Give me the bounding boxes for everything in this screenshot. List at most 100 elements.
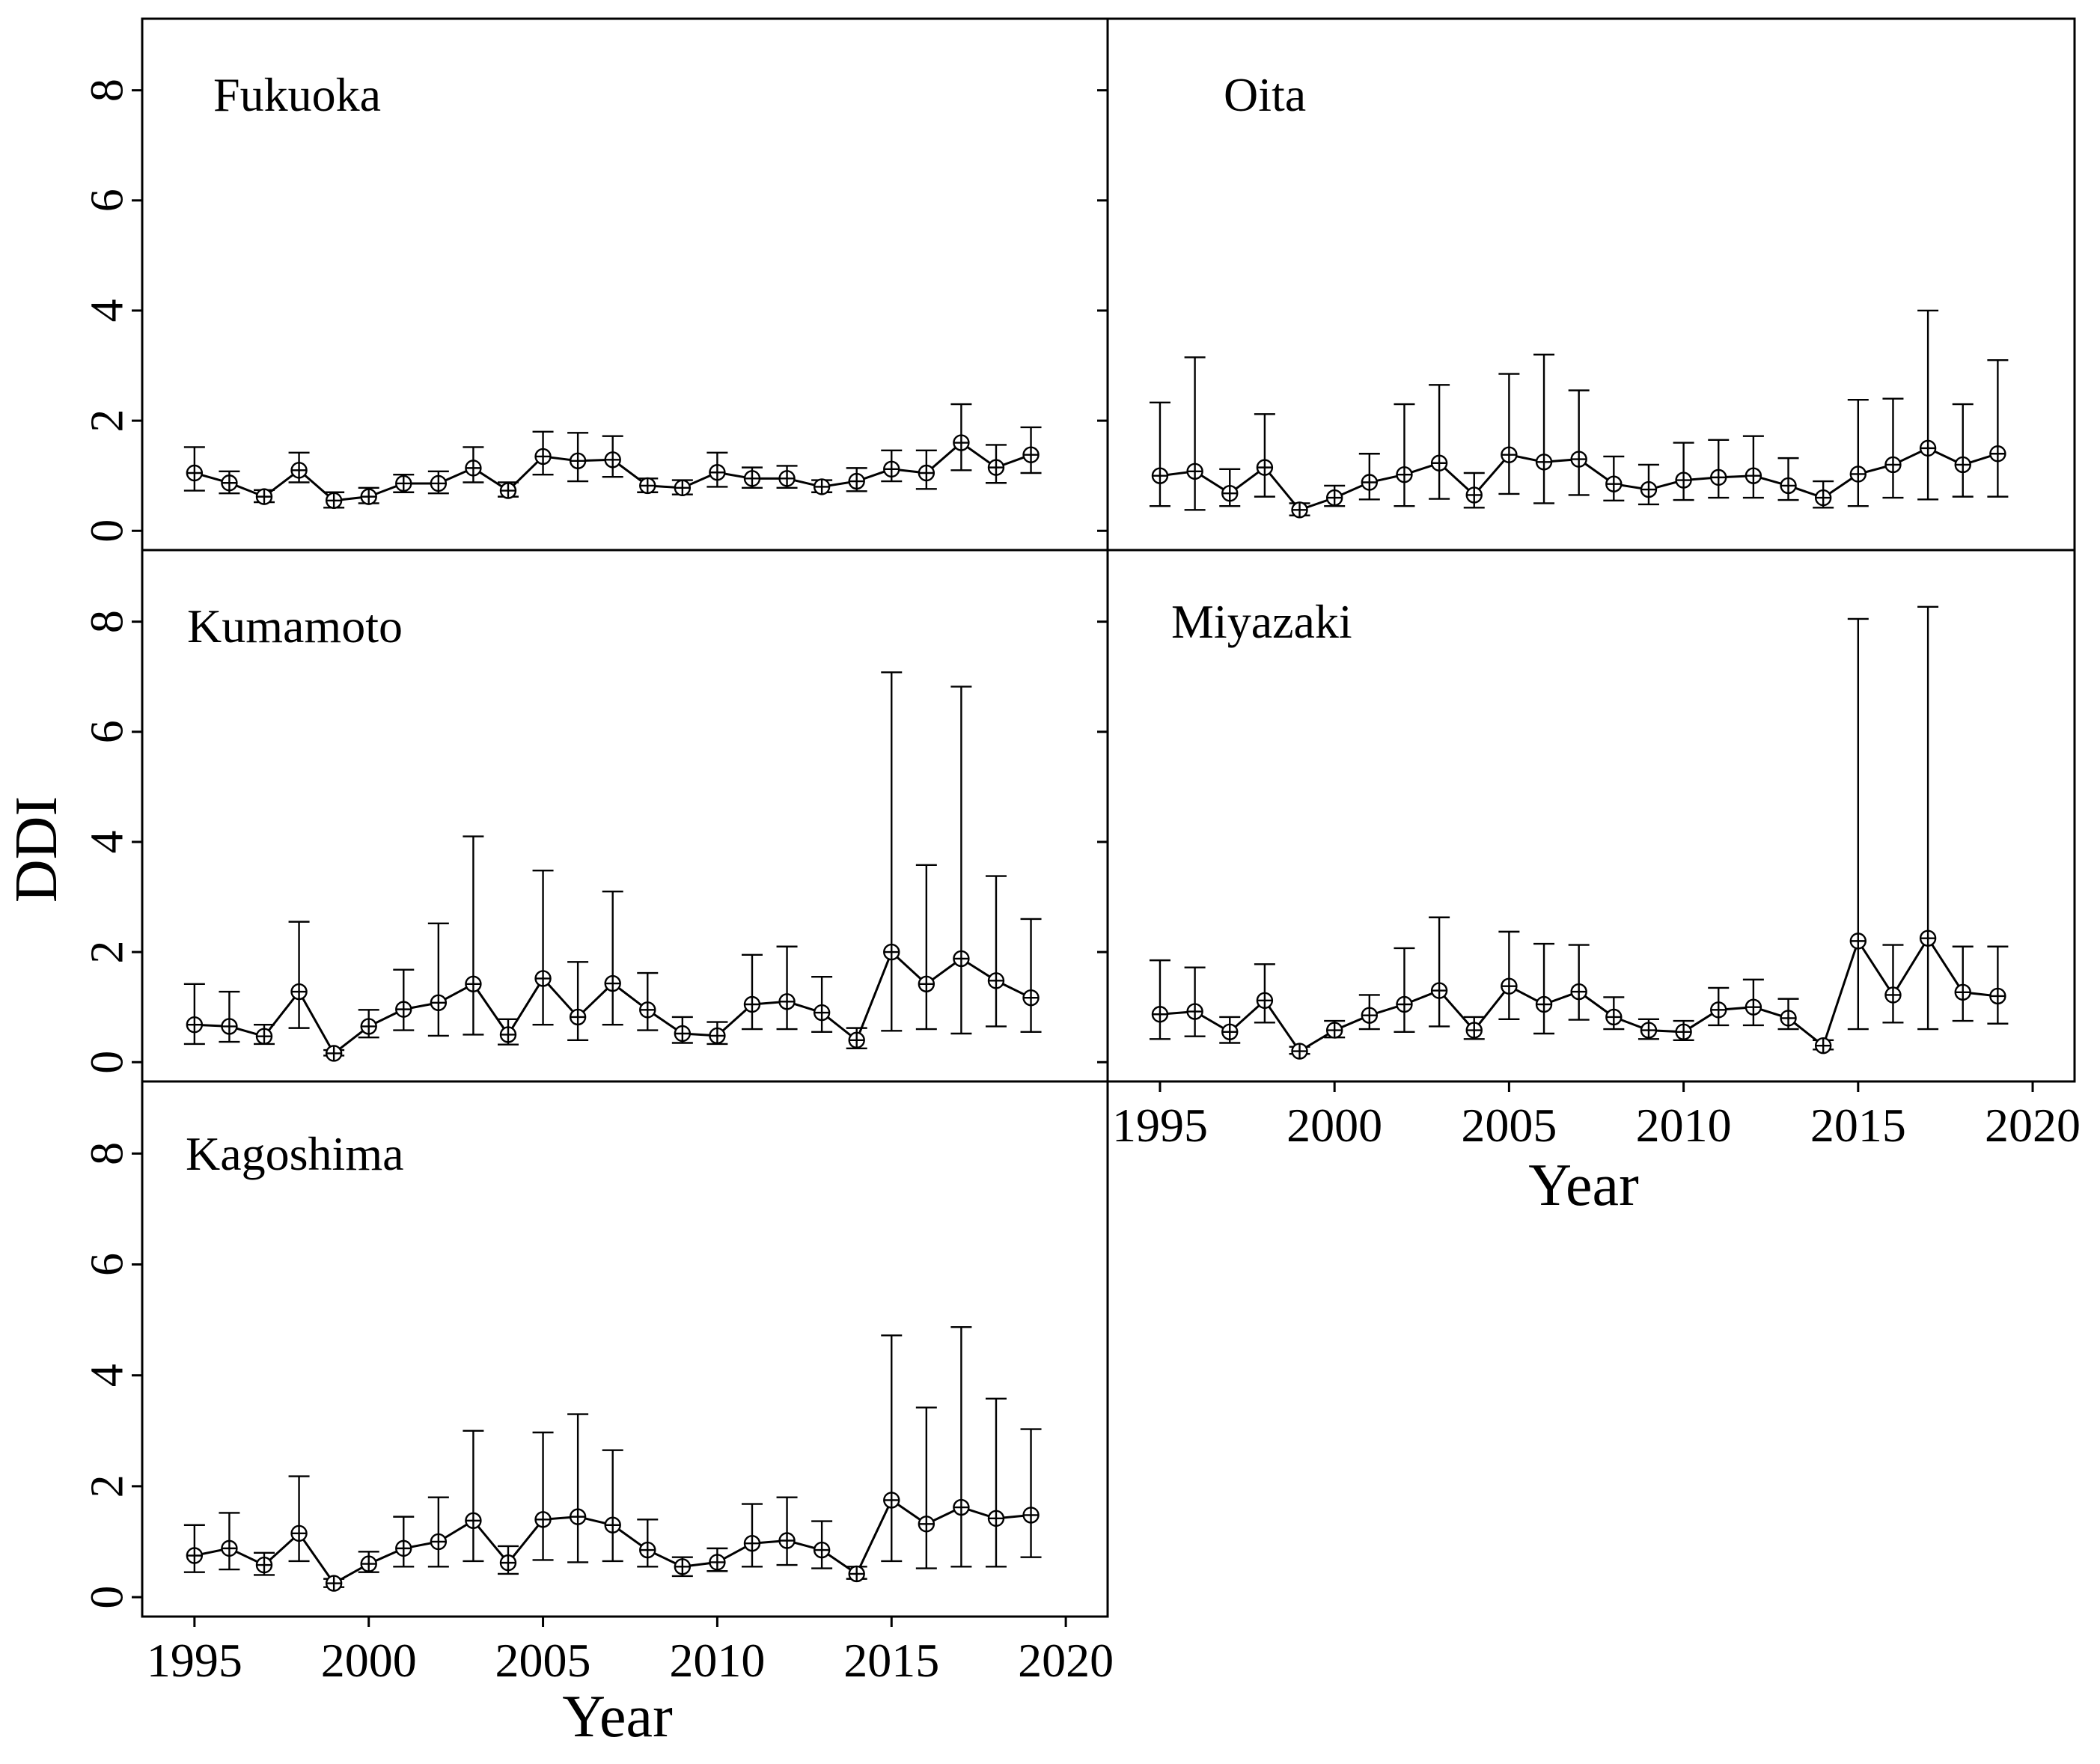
- panel-kumamoto: 0 2 4 6 8 Kumamoto: [82, 549, 1109, 1083]
- error-bar: [1394, 403, 1415, 507]
- panel-title: Kagoshima: [186, 1127, 404, 1180]
- data-point: [1430, 982, 1448, 999]
- error-bar: [1708, 439, 1730, 499]
- data-point: [360, 1018, 377, 1035]
- data-point: [1186, 463, 1203, 480]
- data-point: [1535, 454, 1553, 471]
- error-bar: [602, 1449, 623, 1563]
- y-tick-label: 8: [82, 610, 133, 633]
- error-bar: [950, 1326, 972, 1568]
- data-point: [395, 1001, 412, 1018]
- data-point: [1256, 459, 1274, 476]
- data-point: [1989, 987, 2006, 1005]
- data-point: [395, 474, 412, 492]
- data-point: [639, 1001, 656, 1019]
- data-point: [499, 1026, 517, 1043]
- data-point: [360, 488, 377, 505]
- data-point: [883, 460, 900, 478]
- panel-title: Fukuoka: [213, 68, 381, 121]
- panel-frame: [1106, 549, 2076, 1083]
- error-bar: [1184, 356, 1206, 511]
- error-bar: [1394, 947, 1415, 1033]
- panel-title: Oita: [1224, 68, 1306, 121]
- data-point: [1675, 1023, 1692, 1040]
- data-point: [255, 1556, 273, 1574]
- data-point: [1221, 485, 1239, 502]
- data-point: [1675, 471, 1692, 489]
- y-tick-label: 4: [82, 830, 133, 853]
- error-bar: [1498, 373, 1520, 495]
- panel-fukuoka: 0 2 4 6 8 Fukuoka: [82, 17, 1109, 552]
- data-point: [674, 1558, 692, 1575]
- error-bar: [1498, 930, 1520, 1021]
- error-bar: [1987, 358, 2009, 498]
- data-point: [1745, 467, 1762, 484]
- data-point: [325, 492, 343, 509]
- data-point: [1570, 983, 1587, 1001]
- data-point: [604, 1516, 621, 1533]
- y-tick-label: 6: [82, 720, 133, 743]
- data-point: [709, 1554, 726, 1571]
- error-bar: [1149, 959, 1170, 1040]
- data-point: [987, 1510, 1005, 1528]
- data-point: [186, 1016, 204, 1034]
- panel-frame: [141, 1080, 1109, 1618]
- y-tick-label: 8: [82, 1142, 133, 1165]
- panel-title: Kumamoto: [187, 599, 403, 653]
- y-tick-label: 4: [82, 1364, 133, 1387]
- x-tick-label: 2015: [1810, 1099, 1906, 1152]
- data-point: [1605, 475, 1623, 492]
- error-bar: [1952, 945, 1974, 1022]
- data-point: [848, 1565, 865, 1583]
- error-bar: [1254, 413, 1275, 498]
- data-point: [1814, 1037, 1832, 1055]
- data-point: [674, 479, 692, 497]
- data-point: [1919, 930, 1937, 947]
- x-tick-label: 2015: [843, 1634, 939, 1687]
- data-point: [221, 1539, 238, 1557]
- error-bar: [1673, 442, 1694, 501]
- panel-miyazaki: 1995 2000 2005 2010 2015 2020 Year Miyazaki: [1097, 549, 2081, 1218]
- data-point: [430, 1533, 448, 1551]
- data-point: [186, 1547, 204, 1564]
- data-point: [918, 464, 935, 482]
- data-point: [1022, 1507, 1040, 1524]
- data-point: [499, 1554, 517, 1572]
- data-point: [1989, 445, 2006, 463]
- panel-oita: Oita: [1097, 17, 2076, 552]
- error-bar: [985, 875, 1007, 1028]
- error-bar: [463, 835, 484, 1036]
- error-bar: [741, 953, 763, 1031]
- data-point: [1640, 1022, 1658, 1039]
- error-bar: [532, 870, 554, 1026]
- x-tick-label: 2005: [1461, 1099, 1557, 1152]
- data-point: [221, 1018, 238, 1035]
- data-point: [953, 1498, 970, 1516]
- y-tick-label: 4: [82, 299, 133, 322]
- data-point: [639, 477, 656, 495]
- data-point: [1954, 983, 1971, 1001]
- data-point: [918, 975, 935, 992]
- data-point: [1221, 1023, 1239, 1040]
- data-point: [1710, 469, 1727, 486]
- error-bar: [1533, 942, 1555, 1035]
- error-bar: [567, 1413, 589, 1563]
- data-point: [325, 1575, 343, 1592]
- data-point: [221, 474, 238, 492]
- y-tick-label: 6: [82, 189, 133, 212]
- data-point: [534, 448, 552, 466]
- data-point: [743, 1534, 761, 1552]
- data-point: [813, 1004, 831, 1022]
- data-point: [465, 1512, 482, 1530]
- x-tick-label: 2020: [1018, 1634, 1114, 1687]
- data-point: [674, 1025, 692, 1043]
- data-point: [778, 470, 796, 487]
- error-bar: [567, 961, 589, 1042]
- error-bar: [881, 671, 903, 1032]
- x-tick-label: 2000: [321, 1634, 417, 1687]
- error-bar: [532, 1431, 554, 1561]
- data-point: [918, 1516, 935, 1533]
- error-bar: [915, 1406, 937, 1569]
- error-bar: [1568, 389, 1590, 496]
